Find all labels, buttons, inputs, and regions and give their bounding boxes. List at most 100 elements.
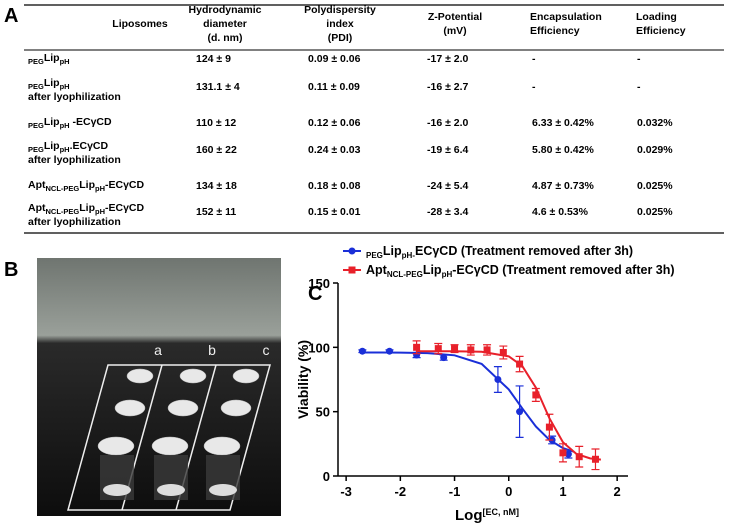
- table-cell: -16 ± 2.7: [427, 81, 469, 93]
- marker: [564, 450, 572, 458]
- table-cell: 134 ± 18: [196, 180, 237, 192]
- text-part: after lyophilization: [28, 91, 121, 103]
- table-cell: -28 ± 3.4: [427, 206, 469, 218]
- column-header: Z-Potential: [428, 11, 482, 23]
- y-tick-label: 50: [316, 405, 330, 420]
- x-tick-label: 0: [505, 484, 512, 499]
- text-part: PEG: [366, 251, 383, 260]
- table-cell: 0.15 ± 0.01: [308, 206, 361, 218]
- text-part: NCL-PEG: [387, 270, 423, 279]
- text-part: pH: [60, 121, 70, 130]
- text-part: Lip: [79, 179, 95, 191]
- table-cell: 0.11 ± 0.09: [308, 81, 360, 93]
- marker: [358, 347, 366, 355]
- x-tick-label: -2: [395, 484, 407, 499]
- text-part: pH: [95, 207, 105, 216]
- table-cell: 0.025%: [637, 180, 673, 192]
- table-cell: 110 ± 12: [196, 117, 236, 129]
- column-header: Encapsulation: [530, 11, 602, 23]
- column-header: Polydispersity: [304, 4, 376, 16]
- table-cell: 0.18 ± 0.08: [308, 180, 361, 192]
- table-cell: 131.1 ± 4: [196, 81, 240, 93]
- text-part: after lyophilization: [28, 154, 121, 166]
- text-part: pH: [95, 184, 105, 193]
- y-tick-label: 0: [323, 469, 330, 484]
- table-cell: -: [532, 81, 536, 93]
- text-part: pH: [60, 57, 70, 66]
- table-cell: 0.029%: [637, 144, 673, 156]
- rich-text: after lyophilization: [28, 154, 121, 166]
- y-tick-label: 150: [308, 276, 330, 291]
- column-header: index: [326, 18, 354, 30]
- marker: [440, 354, 448, 362]
- marker: [545, 423, 553, 431]
- column-header: diameter: [203, 18, 247, 30]
- column-header: Loading: [636, 11, 677, 23]
- table-cell: -19 ± 6.4: [427, 144, 469, 156]
- legend-marker: [348, 247, 356, 255]
- text-part: ECγCD (Treatment removed after 3h): [415, 244, 633, 258]
- rich-text: AptNCL-PEGLippH-ECγCD: [28, 202, 145, 216]
- table-cell: 4.87 ± 0.73%: [532, 180, 594, 192]
- marker: [516, 360, 524, 368]
- text-part: [EC, nM]: [483, 507, 520, 517]
- x-tick-label: -1: [449, 484, 461, 499]
- text-part: pH: [442, 270, 453, 279]
- table-cell: -: [637, 81, 641, 93]
- rich-text: PEGLippH: [28, 52, 70, 66]
- marker: [591, 455, 599, 463]
- marker: [434, 345, 442, 353]
- table-cell: 0.12 ± 0.06: [308, 117, 361, 129]
- text-part: pH: [60, 82, 70, 91]
- column-header: (mV): [443, 25, 466, 37]
- marker: [451, 345, 459, 353]
- marker: [516, 408, 524, 416]
- text-part: PEG: [28, 57, 44, 66]
- table-cell: -: [637, 53, 641, 65]
- marker: [494, 376, 502, 383]
- marker: [385, 347, 393, 355]
- text-part: NCL-PEG: [46, 184, 80, 193]
- rich-text: after lyophilization: [28, 91, 121, 103]
- text-part: Lip: [44, 140, 60, 152]
- photo: a b c: [37, 258, 281, 516]
- table-cell: -16 ± 2.0: [427, 117, 469, 129]
- rich-text: PEGLippH.ECγCD: [28, 140, 109, 154]
- text-part: -ECγCD: [70, 116, 112, 128]
- text-part: Lip: [44, 116, 60, 128]
- column-header: Efficiency: [636, 25, 686, 37]
- text-part: -ECγCD: [105, 202, 145, 214]
- table-cell: 4.6 ± 0.53%: [532, 206, 589, 218]
- marker: [575, 453, 583, 461]
- text-part: -ECγCD (Treatment removed after 3h): [452, 263, 674, 277]
- text-part: Lip: [383, 244, 402, 258]
- text-part: NCL-PEG: [46, 207, 80, 216]
- text-part: pH: [60, 145, 70, 154]
- text-part: Log: [455, 507, 483, 524]
- x-tick-label: 2: [614, 484, 621, 499]
- table-cell: -: [532, 53, 536, 65]
- panel-label: A: [4, 5, 18, 27]
- text-part: .ECγCD: [70, 140, 109, 152]
- legend-marker: [348, 266, 356, 274]
- table-cell: -17 ± 2.0: [427, 53, 469, 65]
- photo-label: a: [154, 342, 162, 358]
- text-part: PEG: [28, 145, 44, 154]
- text-part: Lip: [44, 77, 60, 89]
- table-cell: 160 ± 22: [196, 144, 237, 156]
- text-part: Apt: [28, 179, 46, 191]
- y-axis-label: Viability (%): [295, 340, 311, 419]
- rich-text: PEGLippH -ECγCD: [28, 116, 112, 130]
- text-part: pH-: [402, 251, 416, 260]
- photo-label: c: [263, 342, 270, 358]
- text-part: -ECγCD: [105, 179, 145, 191]
- column-header: (d. nm): [208, 32, 243, 44]
- marker: [483, 346, 491, 354]
- table-cell: 6.33 ± 0.42%: [532, 117, 594, 129]
- photo-label: b: [208, 342, 216, 358]
- column-header: Efficiency: [530, 25, 580, 37]
- table-cell: 152 ± 11: [196, 206, 236, 218]
- text-part: Lip: [44, 52, 60, 64]
- y-tick-label: 100: [308, 340, 330, 355]
